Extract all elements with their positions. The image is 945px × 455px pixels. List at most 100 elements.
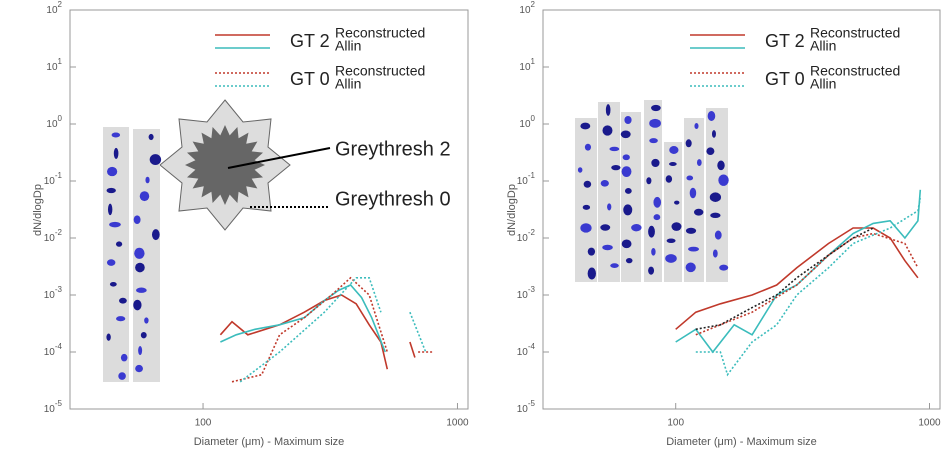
y-tick-exponent: -4 xyxy=(55,342,63,351)
particle xyxy=(624,115,632,125)
y-tick-base: 10 xyxy=(46,62,58,73)
particle xyxy=(685,227,697,234)
y-tick-exponent: -2 xyxy=(55,228,63,237)
particle xyxy=(709,192,722,202)
particle xyxy=(136,287,147,293)
particle xyxy=(651,158,660,168)
particle xyxy=(140,331,147,339)
particle xyxy=(666,238,676,243)
particle xyxy=(717,160,725,171)
y-tick-base: 10 xyxy=(517,404,529,415)
legend-group: GT 0 xyxy=(290,69,330,89)
particle xyxy=(609,146,620,152)
y-tick-base: 10 xyxy=(44,176,56,187)
y-tick-label: 10-1 xyxy=(44,171,63,187)
particle xyxy=(144,317,149,324)
particle xyxy=(133,215,141,225)
legend-label: Reconstructed xyxy=(335,63,425,79)
particle xyxy=(605,104,611,116)
series-line xyxy=(231,276,433,383)
y-tick-label: 10-3 xyxy=(44,285,63,301)
particle xyxy=(651,104,661,112)
particle xyxy=(648,225,655,238)
spiky-particle xyxy=(185,125,265,205)
y-tick-exponent: 2 xyxy=(58,0,63,9)
particle xyxy=(665,254,677,263)
particle xyxy=(151,229,160,241)
y-tick-label: 10-5 xyxy=(517,399,536,415)
particle xyxy=(135,262,145,273)
particle xyxy=(607,203,612,211)
particle xyxy=(580,223,592,233)
series-line xyxy=(675,189,922,354)
series-line xyxy=(675,227,919,330)
legend-label: Allin xyxy=(810,38,836,54)
particle xyxy=(119,297,127,304)
series-line xyxy=(695,232,919,336)
particle xyxy=(106,333,111,341)
x-tick-label: 100 xyxy=(667,418,684,429)
particle xyxy=(714,230,722,240)
particle xyxy=(577,167,583,173)
particle xyxy=(139,191,150,202)
particle xyxy=(651,247,656,256)
y-tick-exponent: 0 xyxy=(58,114,63,123)
particle xyxy=(653,214,661,221)
particle xyxy=(580,122,591,130)
particle xyxy=(649,118,661,128)
legend-label: Allin xyxy=(335,76,361,92)
particle xyxy=(621,239,632,249)
particle xyxy=(602,125,613,136)
particle xyxy=(669,161,677,167)
legend-label: Reconstructed xyxy=(810,25,900,41)
y-tick-label: 10-4 xyxy=(44,342,63,358)
y-tick-base: 10 xyxy=(519,5,531,16)
y-tick-base: 10 xyxy=(46,119,58,130)
particle xyxy=(622,154,630,161)
y-tick-base: 10 xyxy=(519,119,531,130)
series-line xyxy=(239,277,427,383)
particle xyxy=(106,166,118,177)
particle xyxy=(149,154,162,166)
pointer-line xyxy=(227,147,331,169)
series-line xyxy=(220,284,386,353)
particle xyxy=(106,259,116,266)
y-tick-exponent: -1 xyxy=(528,171,536,180)
particle xyxy=(674,200,680,205)
annotation: Greythresh 0 xyxy=(335,188,451,210)
particle xyxy=(707,110,716,122)
particle xyxy=(587,267,596,280)
particle xyxy=(685,139,692,148)
y-tick-label: 100 xyxy=(519,114,535,130)
particle xyxy=(587,247,596,256)
y-tick-base: 10 xyxy=(517,233,529,244)
y-tick-label: 10-3 xyxy=(517,285,536,301)
y-tick-base: 10 xyxy=(517,347,529,358)
particle xyxy=(134,247,145,259)
particle xyxy=(694,123,699,129)
series-line xyxy=(695,227,874,331)
y-tick-label: 101 xyxy=(519,57,535,73)
y-tick-label: 10-4 xyxy=(517,342,536,358)
y-tick-exponent: 0 xyxy=(531,114,536,123)
legend-label: Reconstructed xyxy=(335,25,425,41)
y-tick-base: 10 xyxy=(44,233,56,244)
particle xyxy=(621,166,632,178)
image-strip xyxy=(103,127,129,382)
particle xyxy=(120,353,128,362)
particle xyxy=(107,203,113,216)
particle xyxy=(600,224,611,231)
particle xyxy=(719,264,729,271)
y-tick-base: 10 xyxy=(517,290,529,301)
y-tick-label: 10-2 xyxy=(44,228,63,244)
y-tick-label: 101 xyxy=(46,57,62,73)
y-tick-label: 102 xyxy=(519,0,535,16)
y-tick-exponent: -3 xyxy=(528,285,536,294)
particle xyxy=(624,188,632,194)
particle xyxy=(583,180,592,188)
particle xyxy=(584,143,592,151)
plot-frame xyxy=(69,9,469,410)
particle xyxy=(696,159,702,166)
particle xyxy=(111,132,121,138)
